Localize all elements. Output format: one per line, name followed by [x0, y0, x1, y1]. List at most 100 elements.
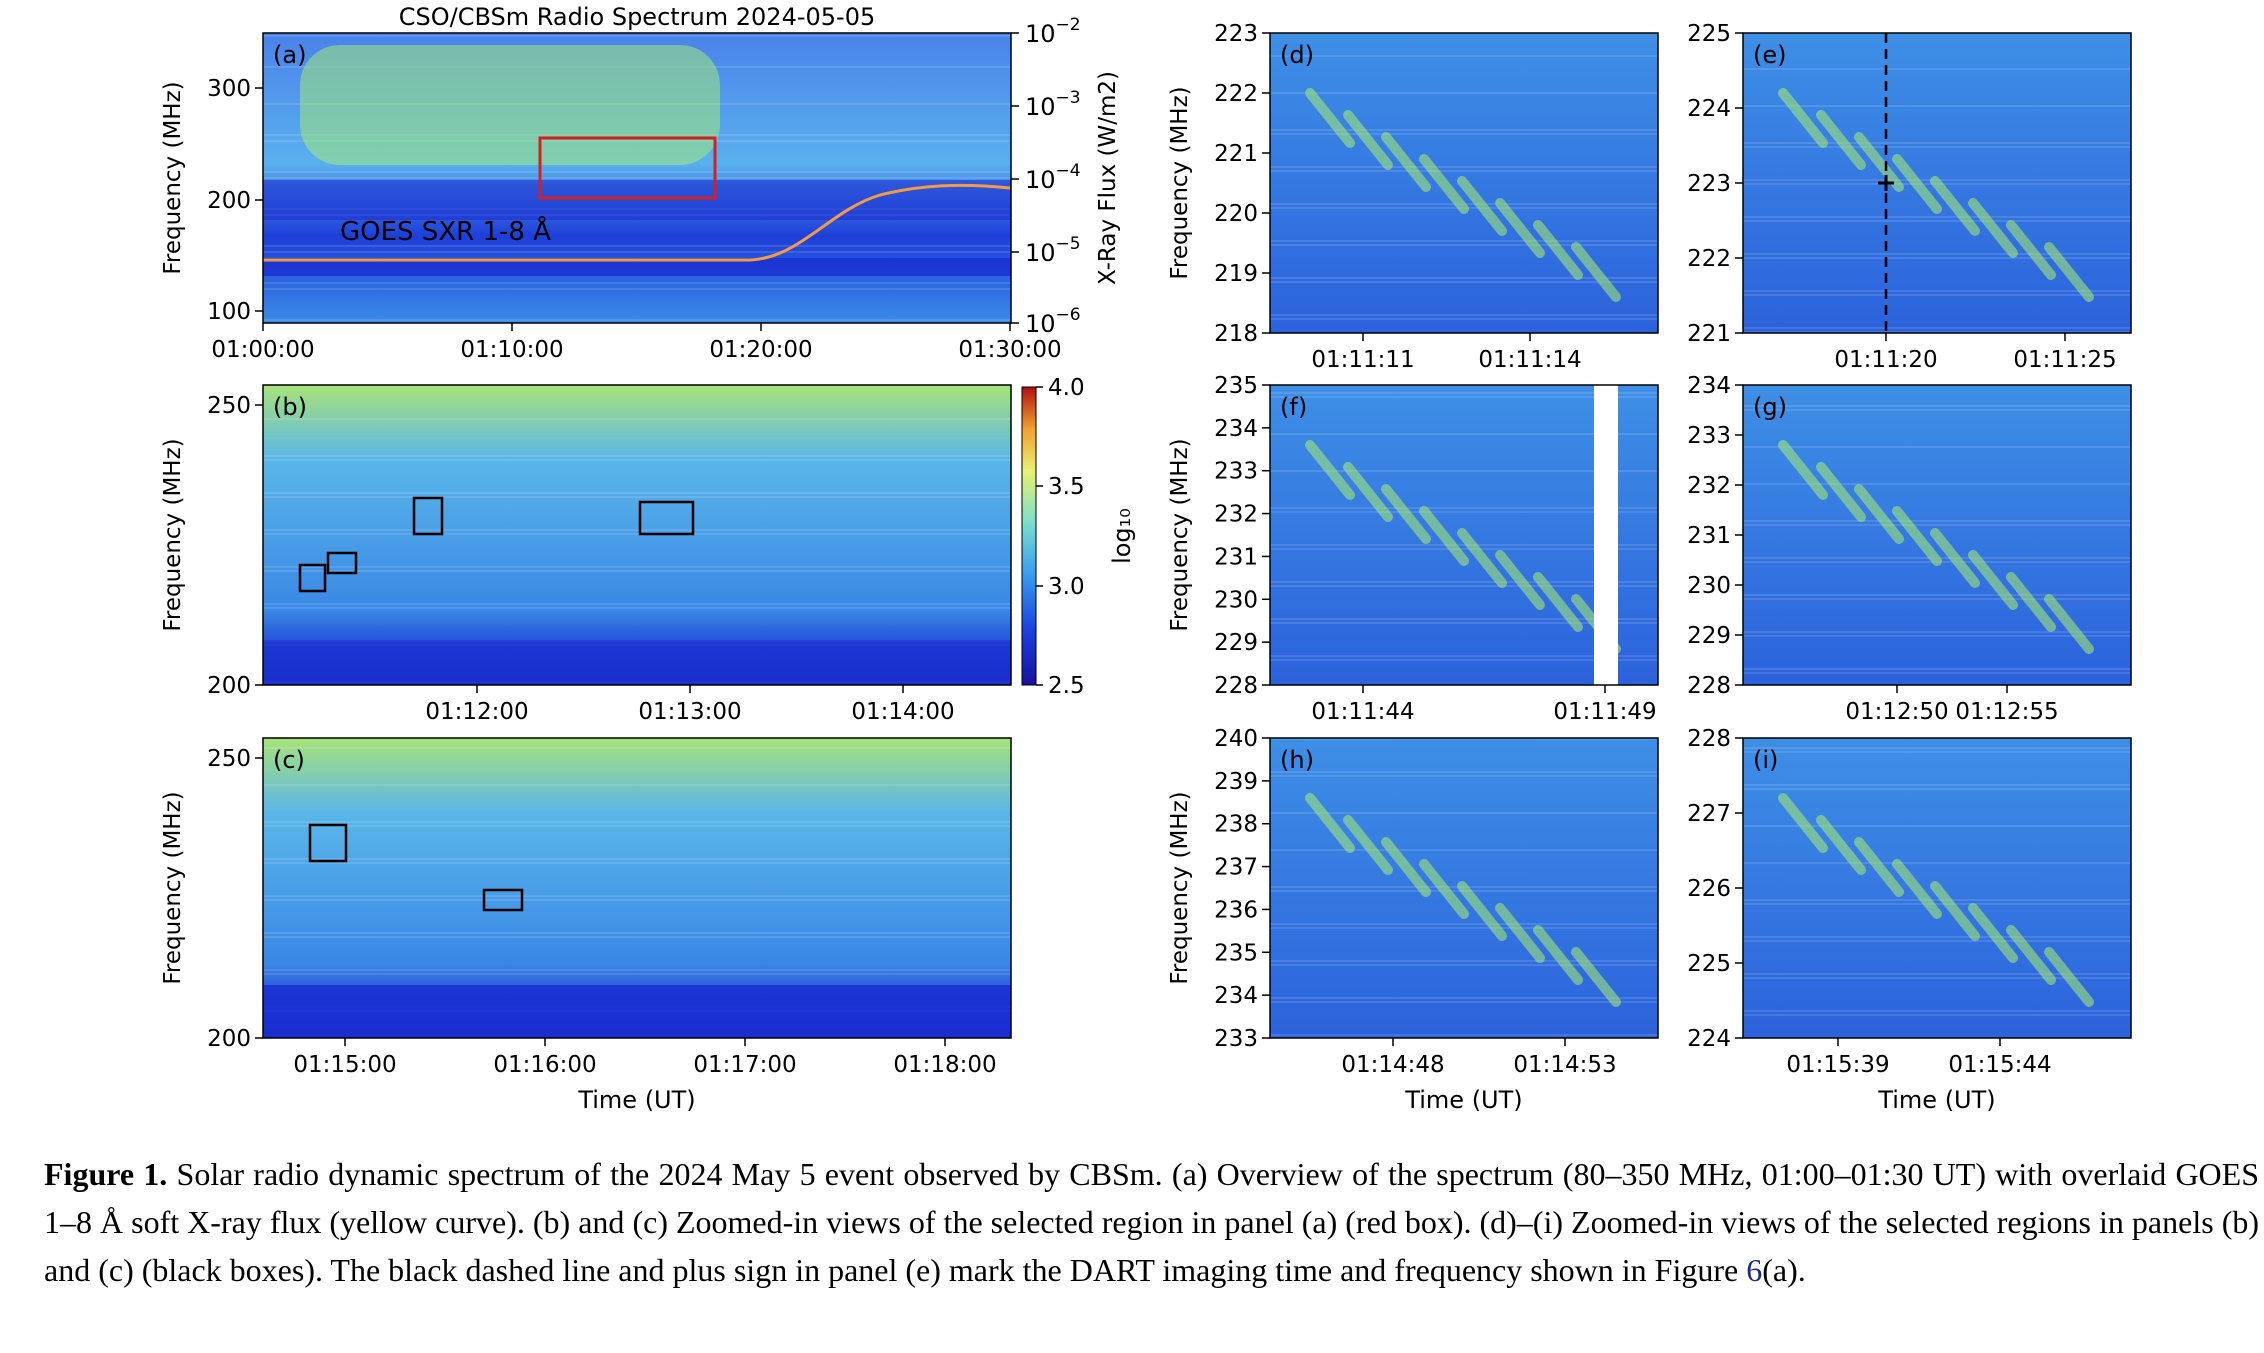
drift-burst	[1816, 815, 1866, 875]
y-tick-label: 231	[1214, 544, 1258, 570]
band	[1270, 470, 1658, 472]
drift-burst	[1968, 198, 2018, 258]
caption-text: Solar radio dynamic spectrum of the 2024…	[44, 1156, 2260, 1288]
x-axis-label: Time (UT)	[1404, 1086, 1522, 1114]
x-tick-label: 01:11:20	[1834, 347, 1937, 373]
dark-band	[263, 985, 1011, 1038]
panel-tag: (i)	[1753, 746, 1778, 774]
axes-frame	[262, 32, 1012, 324]
y-tick-label: 231	[1687, 523, 1731, 549]
colorbar-label: log₁₀	[1108, 508, 1136, 564]
band	[1743, 751, 2131, 753]
figure: GOES SXR 1-8 Å (a) 300 200 100 01:00:00 01:10:…	[160, 3, 2132, 1114]
y-tick-label: 225	[1687, 21, 1731, 47]
band	[263, 418, 1011, 420]
drift-burst	[1457, 176, 1507, 236]
drift-burst	[2006, 572, 2056, 632]
colorbar-tick-label: 3.5	[1048, 474, 1085, 500]
tick-exponent: −3	[1056, 88, 1081, 108]
drift-burst	[1816, 462, 1866, 522]
xray-axis: 10−210−310−410−510−6X-Ray Flux (W/m2)	[1011, 15, 1121, 338]
y-tick-label: 232	[1687, 473, 1731, 499]
band	[1270, 511, 1658, 513]
band	[263, 895, 1011, 897]
y-axis-label: Frequency (MHz)	[1167, 86, 1193, 279]
band	[1743, 899, 2131, 901]
band	[1743, 747, 2131, 749]
x-tick-label: 01:13:00	[638, 699, 741, 725]
data-gap	[1594, 385, 1618, 685]
drift-burst	[1305, 793, 1355, 853]
tick-base: 10	[1025, 310, 1056, 338]
band	[263, 566, 1011, 568]
xray-axis-label: X-Ray Flux (W/m2)	[1095, 71, 1121, 285]
band	[1743, 142, 2131, 144]
panel-d: (d) 223 222 221 220 219 218 01:11:11 01:11:14 Fre…	[1167, 21, 1659, 373]
drift-burst	[1778, 440, 1828, 500]
drift-burst	[1854, 484, 1904, 544]
band	[1743, 862, 2131, 864]
drift-burst	[1533, 925, 1583, 985]
panel-a: GOES SXR 1-8 Å (a) 300 200 100 01:00:00 01:10:…	[160, 32, 1062, 363]
tick-exponent: −5	[1056, 234, 1081, 254]
band	[1270, 244, 1658, 246]
band	[1270, 129, 1658, 131]
y-tick-label: 228	[1687, 726, 1731, 752]
panel-f: (f) 235 234 233 232 231 230 229 228 01:11:44 01:11…	[1167, 373, 1659, 725]
band	[263, 969, 1011, 971]
band	[263, 319, 1011, 321]
x-tick-label: 01:15:44	[1948, 1052, 2051, 1078]
drift-burst	[2006, 925, 2056, 985]
drift-burst	[1930, 881, 1980, 941]
colorbar-tick-label: 2.5	[1048, 673, 1085, 699]
right-tick-label: 10−2	[1025, 15, 1081, 48]
band	[1270, 133, 1658, 135]
x-tick-label: 01:15:39	[1786, 1052, 1889, 1078]
drift-burst	[2006, 220, 2056, 280]
band	[1270, 318, 1658, 320]
band	[263, 35, 1011, 37]
event-box	[298, 563, 327, 593]
drift-burst	[1854, 132, 1904, 192]
x-tick-label: 01:20:00	[709, 337, 812, 363]
y-tick-label: 224	[1687, 96, 1731, 122]
y-tick-label: 237	[1214, 855, 1258, 881]
band	[1270, 738, 1658, 740]
band	[1743, 672, 2131, 674]
band	[1270, 964, 1658, 966]
y-tick-label: 240	[1214, 726, 1258, 752]
y-axis-label: Frequency (MHz)	[1167, 438, 1193, 631]
drift-burst	[1854, 837, 1904, 897]
band	[1743, 936, 2131, 938]
band	[1743, 784, 2131, 786]
y-tick-label: 233	[1214, 459, 1258, 485]
event-box	[482, 888, 524, 912]
y-tick-label: 226	[1687, 876, 1731, 902]
y-tick-label: 223	[1214, 21, 1258, 47]
y-tick-label: 250	[207, 746, 251, 772]
band	[263, 821, 1011, 823]
band	[263, 171, 1011, 173]
panel-tag: (c)	[273, 746, 305, 774]
drift-burst	[1495, 903, 1545, 963]
x-tick-label: 01:14:00	[851, 699, 954, 725]
event-box	[638, 500, 695, 536]
caption-figure-ref[interactable]: 6	[1746, 1252, 1763, 1288]
x-tick-label: 01:10:00	[460, 337, 563, 363]
band	[1743, 331, 2131, 333]
x-tick-label: 01:18:00	[893, 1052, 996, 1078]
x-axis-label: Time (UT)	[1877, 1086, 1995, 1114]
x-tick-label: 01:11:11	[1311, 347, 1414, 373]
drift-burst	[1457, 881, 1507, 941]
band	[1270, 923, 1658, 925]
band	[1270, 849, 1658, 851]
panel-tag: (d)	[1280, 41, 1314, 69]
band	[263, 862, 1011, 864]
band	[1743, 903, 2131, 905]
axes-frame	[1269, 384, 1659, 686]
x-tick-label: 01:15:00	[293, 1052, 396, 1078]
band	[1743, 940, 2131, 942]
band	[1743, 483, 2131, 485]
band	[1270, 659, 1658, 661]
axes-frame	[262, 737, 1012, 1039]
